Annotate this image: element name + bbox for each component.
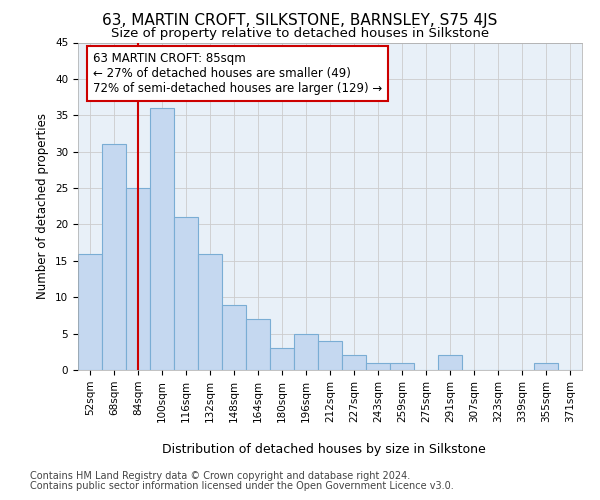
Text: Contains HM Land Registry data © Crown copyright and database right 2024.: Contains HM Land Registry data © Crown c… — [30, 471, 410, 481]
Bar — [318, 341, 342, 370]
Bar — [438, 356, 462, 370]
Bar — [294, 334, 318, 370]
Bar — [270, 348, 294, 370]
Bar — [246, 319, 270, 370]
Bar — [102, 144, 126, 370]
Bar — [150, 108, 174, 370]
Bar — [126, 188, 150, 370]
Text: 63 MARTIN CROFT: 85sqm
← 27% of detached houses are smaller (49)
72% of semi-det: 63 MARTIN CROFT: 85sqm ← 27% of detached… — [93, 52, 382, 96]
Y-axis label: Number of detached properties: Number of detached properties — [37, 114, 49, 299]
Text: 63, MARTIN CROFT, SILKSTONE, BARNSLEY, S75 4JS: 63, MARTIN CROFT, SILKSTONE, BARNSLEY, S… — [103, 12, 497, 28]
Bar — [78, 254, 102, 370]
Bar — [342, 356, 366, 370]
Text: Size of property relative to detached houses in Silkstone: Size of property relative to detached ho… — [111, 28, 489, 40]
Bar — [534, 362, 558, 370]
Bar — [222, 304, 246, 370]
Text: Contains public sector information licensed under the Open Government Licence v3: Contains public sector information licen… — [30, 481, 454, 491]
Text: Distribution of detached houses by size in Silkstone: Distribution of detached houses by size … — [162, 442, 486, 456]
Bar — [390, 362, 414, 370]
Bar — [174, 217, 198, 370]
Bar — [198, 254, 222, 370]
Bar — [366, 362, 390, 370]
